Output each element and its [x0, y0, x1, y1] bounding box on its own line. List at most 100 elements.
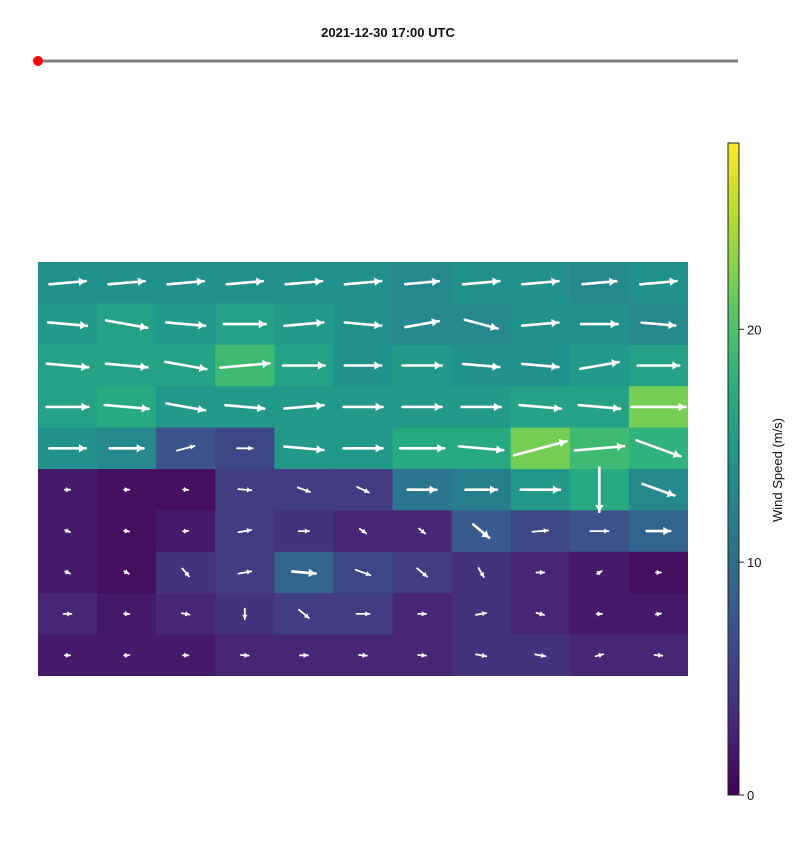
- wind-arrow: [281, 361, 327, 370]
- wind-arrow: [48, 444, 88, 453]
- wind-arrow: [406, 485, 438, 494]
- colorbar: 0 10 20 Wind Speed (m/s): [727, 142, 785, 803]
- wind-arrow: [242, 607, 248, 620]
- wind-arrow: [595, 611, 603, 617]
- wind-arrow: [581, 277, 618, 286]
- wind-arrow: [123, 569, 130, 575]
- wind-arrow: [240, 652, 250, 658]
- wind-arrow: [471, 523, 491, 540]
- wind-arrow: [343, 277, 383, 286]
- wind-arrow: [461, 277, 501, 286]
- wind-arrow: [653, 652, 664, 658]
- colorbar-tick-label: 20: [747, 322, 761, 337]
- wind-arrow: [654, 611, 662, 617]
- wind-arrow: [477, 567, 485, 578]
- wind-arrow: [343, 361, 383, 370]
- wind-arrow: [176, 444, 196, 452]
- wind-arrow: [163, 360, 208, 373]
- wind-arrow: [356, 486, 370, 494]
- wind-arrow: [403, 277, 441, 286]
- wind-arrow: [283, 445, 325, 454]
- wind-arrow: [518, 403, 563, 413]
- colorbar-gradient: [727, 142, 740, 796]
- wind-arrow: [283, 318, 325, 328]
- colorbar-tick-label: 0: [747, 788, 754, 803]
- wind-arrow: [475, 652, 488, 659]
- wind-arrow: [595, 466, 604, 514]
- wind-arrow: [579, 319, 619, 329]
- colorbar-tick-label: 10: [747, 555, 761, 570]
- time-slider[interactable]: [0, 0, 800, 120]
- wind-arrow: [589, 528, 610, 534]
- wind-arrow: [594, 652, 605, 658]
- wind-arrow: [355, 611, 371, 617]
- wind-arrow: [475, 611, 488, 617]
- wind-arrow: [45, 362, 90, 371]
- wind-arrow: [460, 402, 502, 412]
- wind-arrow: [531, 528, 549, 534]
- wind-arrow: [225, 277, 265, 286]
- wind-arrow: [404, 318, 441, 329]
- wind-arrow: [299, 652, 309, 658]
- wind-arrow: [237, 528, 253, 534]
- wind-arrow: [297, 528, 311, 534]
- wind-arrow: [64, 569, 71, 575]
- wind-arrow: [358, 527, 368, 535]
- wind-arrow: [123, 652, 131, 659]
- wind-arrow: [48, 277, 87, 286]
- wind-arrow: [123, 528, 130, 534]
- wind-arrow: [418, 527, 426, 535]
- wind-arrow: [64, 487, 72, 493]
- wind-arrow: [519, 485, 562, 494]
- wind-arrow: [296, 486, 311, 493]
- wind-arrow: [535, 569, 546, 576]
- wind-arrow: [520, 318, 560, 328]
- wind-arrow: [165, 402, 207, 414]
- wind-arrow: [636, 361, 681, 370]
- wind-arrow: [596, 570, 603, 576]
- wind-arrow: [640, 320, 677, 330]
- wind-arrow: [107, 277, 147, 286]
- colorbar-label: Wind Speed (m/s): [770, 418, 785, 522]
- wind-arrow: [358, 652, 368, 658]
- wind-arrow: [577, 403, 622, 413]
- wind-arrow: [417, 652, 427, 658]
- wind-arrow: [573, 442, 626, 452]
- wind-arrow: [123, 487, 131, 493]
- wind-arrow: [512, 439, 568, 457]
- wind-arrow: [635, 438, 682, 458]
- wind-arrow: [103, 403, 150, 413]
- wind-arrow: [104, 319, 149, 331]
- wind-arrow: [298, 608, 310, 619]
- wind-arrow: [180, 611, 191, 617]
- wind-arrow: [284, 277, 324, 286]
- wind-arrow: [224, 403, 266, 413]
- wind-arrow: [354, 568, 372, 577]
- wind-arrow: [182, 486, 190, 493]
- wind-arrow: [401, 402, 443, 412]
- wind-arrow: [123, 611, 131, 617]
- wind-arrow: [463, 318, 499, 331]
- wind-arrow: [398, 444, 446, 453]
- wind-arrow: [655, 569, 662, 576]
- wind-arrow: [290, 568, 317, 578]
- wind-arrow: [45, 402, 90, 412]
- wind-arrow: [182, 652, 190, 658]
- wind-arrow: [535, 611, 545, 617]
- chart-title: 2021-12-30 17:00 UTC: [321, 25, 455, 40]
- wind-arrow: [630, 402, 687, 412]
- wind-arrow: [104, 362, 149, 371]
- wind-arrow: [236, 445, 254, 451]
- wind-arrow: [641, 482, 676, 498]
- wind-arrow: [64, 652, 72, 658]
- wind-arrow: [464, 485, 499, 494]
- wind-arrow: [62, 611, 73, 617]
- wind-arrow: [237, 569, 253, 575]
- wind-arrow: [181, 567, 190, 578]
- wind-arrow: [461, 362, 501, 371]
- wind-arrow: [342, 402, 384, 412]
- wind-arrow: [520, 362, 560, 371]
- wind-arrow: [343, 320, 383, 330]
- time-slider-handle[interactable]: [33, 56, 43, 66]
